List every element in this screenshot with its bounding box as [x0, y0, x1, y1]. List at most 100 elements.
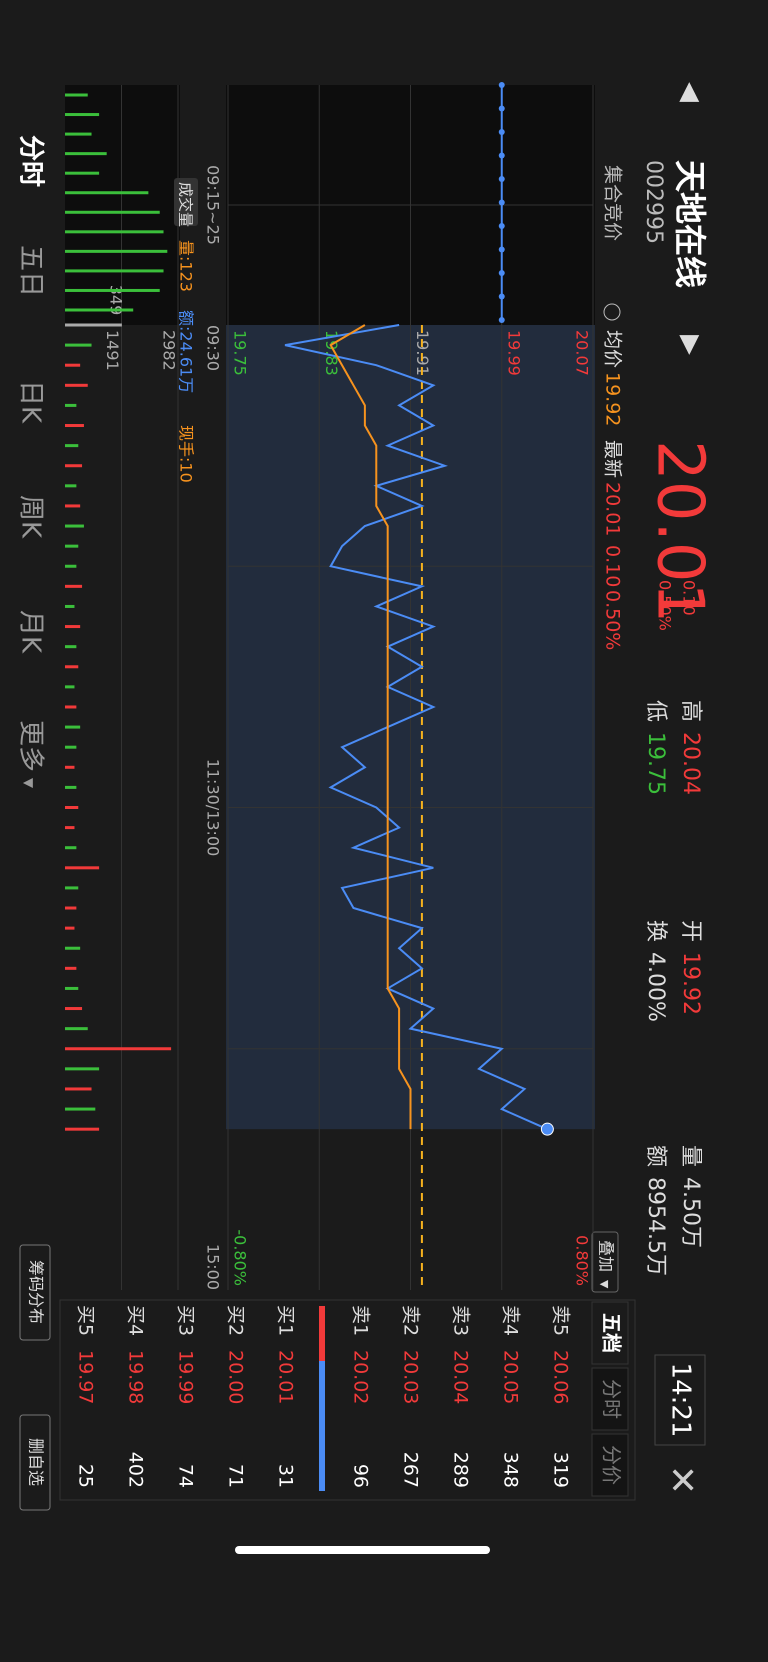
- y-tick-label: 19.91: [413, 330, 432, 376]
- volume-bar: [65, 806, 79, 809]
- period-tab[interactable]: 五日: [16, 245, 46, 297]
- orderbook-volume: 74: [175, 1464, 197, 1488]
- volume-bar: [65, 564, 77, 568]
- orderbook-volume: 71: [225, 1464, 247, 1488]
- volume-bar: [64, 1007, 83, 1011]
- volume-bar: [65, 926, 75, 930]
- orderbook-volume: 402: [125, 1452, 147, 1488]
- auction-dot: [498, 317, 505, 323]
- orderbook-volume: 289: [450, 1452, 472, 1488]
- volume-bar: [65, 544, 79, 548]
- auction-volume-bar: [64, 230, 164, 234]
- orderbook-tab-label[interactable]: 五档: [600, 1313, 624, 1353]
- auction-dot: [498, 152, 505, 159]
- label: 额: [643, 1145, 668, 1167]
- close-button[interactable]: ✕: [661, 1465, 702, 1495]
- prev-stock[interactable]: ◀: [676, 82, 706, 102]
- remove-button[interactable]: [19, 1414, 51, 1511]
- auction-dot: [498, 105, 505, 112]
- volume-hand: 现手:10: [177, 425, 196, 483]
- auction-volume-bar: [64, 152, 107, 156]
- next-stock[interactable]: ▶: [676, 335, 706, 355]
- orderbook-price: 19.97: [75, 1350, 97, 1404]
- value: 20.04: [678, 732, 703, 795]
- orderbook-side: 卖2: [400, 1305, 422, 1336]
- volume-bar: [65, 886, 79, 890]
- volume-tick-label: 2982: [160, 330, 179, 371]
- auction-dot: [498, 176, 505, 182]
- volume-selector[interactable]: [174, 178, 198, 226]
- volume-bar: [64, 343, 92, 347]
- auction-volume-bar: [65, 288, 160, 292]
- auction-volume-bar: [64, 93, 88, 97]
- volume-bar: [64, 625, 81, 629]
- period-tab[interactable]: 周K: [16, 495, 46, 539]
- volume-bar: [65, 424, 84, 428]
- volume-bar: [65, 826, 75, 830]
- orderbook-price: 20.04: [450, 1350, 472, 1404]
- value: 0.50%: [602, 590, 624, 650]
- volume-label[interactable]: 成交量: [177, 182, 195, 227]
- label: 量: [678, 1145, 703, 1167]
- value: 0.10: [602, 545, 624, 587]
- orderbook-tab[interactable]: [591, 1301, 629, 1365]
- series-line: [329, 324, 412, 1130]
- auction-volume-bar: [64, 308, 134, 312]
- time: 14:21: [666, 1363, 696, 1438]
- label: 最新: [602, 440, 624, 478]
- auction-volume-bar: [64, 269, 164, 273]
- period-tab[interactable]: 月K: [16, 610, 46, 654]
- sell-strength: [319, 1306, 325, 1361]
- volume-bar: [64, 1087, 92, 1091]
- y2-tick-label: 0.80%: [573, 1235, 592, 1286]
- label: 均价: [602, 330, 624, 368]
- volume-bar: [64, 1027, 88, 1031]
- orderbook-price: 20.03: [400, 1350, 422, 1404]
- orderbook-tab-label[interactable]: 分价: [600, 1445, 624, 1485]
- orderbook-tab-label[interactable]: 分时: [600, 1379, 624, 1419]
- volume-bar: [64, 383, 88, 387]
- volume-bar: [64, 1067, 100, 1071]
- orderbook-tab[interactable]: [591, 1367, 629, 1431]
- remove-label[interactable]: 删自选: [27, 1438, 46, 1486]
- volume-bar: [65, 685, 75, 689]
- orderbook-price: 20.02: [350, 1350, 372, 1404]
- orderbook-volume: 267: [400, 1452, 422, 1488]
- volume-tick-label: 1491: [103, 330, 122, 371]
- period-tab[interactable]: 日K: [16, 380, 46, 424]
- orderbook-tab[interactable]: [591, 1433, 629, 1497]
- volume-bar: [65, 444, 79, 448]
- orderbook-price: 19.98: [125, 1350, 147, 1404]
- help-icon[interactable]: [603, 303, 621, 321]
- orderbook-side: 买4: [125, 1305, 147, 1336]
- auction-volume-bar: [65, 191, 149, 195]
- value: 8954.5万: [643, 1177, 668, 1276]
- overlay-label[interactable]: 叠加: [597, 1240, 616, 1272]
- orderbook-price: 20.01: [275, 1350, 297, 1404]
- orderbook-volume: 319: [550, 1452, 572, 1488]
- x-tick-label: 09:15~25: [204, 165, 223, 245]
- volume-amount: 额:24.61万: [177, 310, 196, 393]
- orderbook-side: 买5: [75, 1305, 97, 1336]
- volume-bar: [64, 363, 81, 367]
- label: 高: [678, 700, 703, 722]
- value: 19.92: [678, 952, 703, 1015]
- chips-button[interactable]: [19, 1244, 51, 1341]
- chips-label[interactable]: 筹码分布: [27, 1260, 46, 1324]
- volume-bar: [65, 906, 77, 910]
- volume-bar: [65, 604, 75, 608]
- volume-bar: [65, 966, 77, 970]
- period-tab[interactable]: 更多: [16, 720, 46, 772]
- y2-tick-label: -0.80%: [231, 1229, 250, 1286]
- overlay-button[interactable]: [591, 1231, 619, 1293]
- y-tick-label: 20.07: [573, 330, 592, 376]
- x-tick-label: 11:30/13:00: [204, 759, 223, 857]
- volume-bar: [65, 785, 77, 789]
- period-tab[interactable]: 分时: [16, 135, 46, 187]
- volume-bar: [65, 1107, 96, 1111]
- auction-volume-bar: [65, 210, 160, 214]
- auction-dot: [498, 293, 505, 300]
- auction-label: 集合竞价: [602, 165, 624, 241]
